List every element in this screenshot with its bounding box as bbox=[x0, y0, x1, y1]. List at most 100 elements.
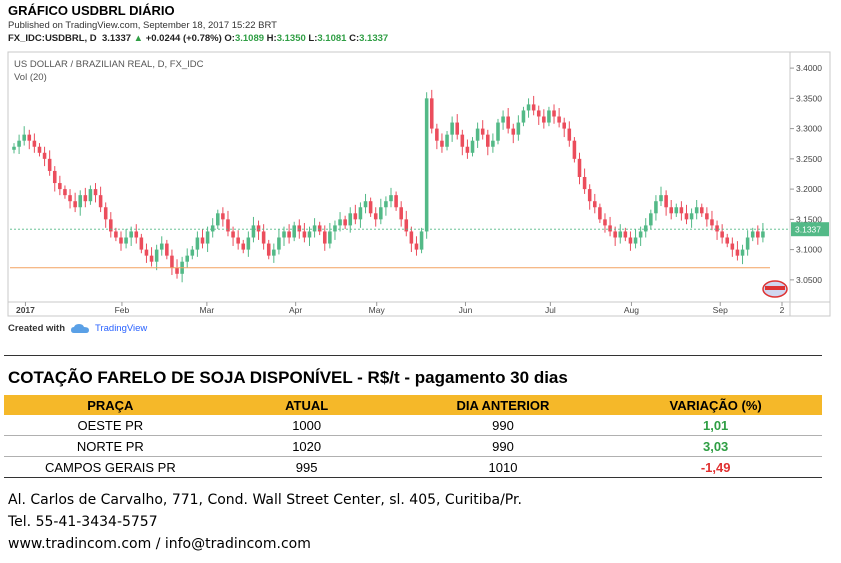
candle-body bbox=[78, 195, 83, 208]
candle-body bbox=[613, 231, 617, 238]
y-tick-label: 3.1000 bbox=[796, 245, 822, 255]
x-tick-label: Feb bbox=[115, 305, 130, 315]
candle-body bbox=[114, 231, 118, 238]
chart-frame bbox=[7, 51, 831, 317]
x-tick-label: Jun bbox=[459, 305, 473, 315]
candle-body bbox=[317, 225, 322, 232]
candle-body bbox=[256, 225, 261, 232]
x-tick-label: Sep bbox=[713, 305, 728, 315]
candle-body bbox=[699, 207, 704, 214]
y-tick-label: 3.1500 bbox=[796, 214, 822, 224]
tradingview-cloud-icon bbox=[71, 323, 90, 333]
candle-body bbox=[246, 237, 251, 250]
candle-body bbox=[287, 231, 291, 238]
price-table: PRAÇA ATUAL DIA ANTERIOR VARIAÇÃO (%) OE… bbox=[4, 395, 822, 478]
y-tick-label: 3.0500 bbox=[796, 275, 822, 285]
symbol: FX_IDC:USDBRL, D bbox=[8, 33, 97, 44]
candle-body bbox=[618, 231, 623, 238]
candle-body bbox=[756, 231, 760, 238]
high-value: 3.1350 bbox=[276, 33, 306, 44]
candle-body bbox=[516, 122, 521, 135]
candle-body bbox=[226, 219, 230, 232]
candle-body bbox=[491, 140, 495, 147]
candle-body bbox=[124, 237, 128, 244]
candle-body bbox=[460, 134, 465, 147]
candle-body bbox=[149, 255, 154, 262]
open-label: O: bbox=[224, 33, 235, 44]
candle-body bbox=[251, 225, 256, 238]
candle-body bbox=[531, 104, 536, 111]
cell-variacao: 1,01 bbox=[609, 415, 822, 436]
col-praca: PRAÇA bbox=[4, 395, 217, 415]
candle-body bbox=[394, 195, 398, 208]
candle-body bbox=[389, 195, 393, 202]
candle-body bbox=[68, 195, 72, 202]
price-chart: 3.4000 3.3500 3.3000 3.2500 3.2000 3.1500 3.10… bbox=[7, 51, 831, 317]
x-tick-label: Aug bbox=[624, 305, 639, 315]
candle-body bbox=[486, 134, 490, 147]
candle-body bbox=[480, 128, 485, 135]
candle-body bbox=[511, 128, 516, 135]
candle-body bbox=[175, 267, 179, 274]
x-tick-label: 2017 bbox=[16, 305, 35, 315]
table-title: COTAÇÃO FARELO DE SOJA DISPONÍVEL - R$/t… bbox=[8, 368, 568, 387]
candle-body bbox=[730, 243, 735, 250]
candle-body bbox=[450, 122, 454, 135]
candle-body bbox=[338, 219, 342, 226]
candle-body bbox=[37, 146, 42, 153]
candle-body bbox=[277, 237, 281, 250]
candle-body bbox=[17, 140, 21, 147]
candle-body bbox=[526, 104, 531, 111]
candle-body bbox=[134, 231, 139, 238]
candle-body bbox=[292, 225, 296, 238]
cell-praca: CAMPOS GERAIS PR bbox=[4, 456, 217, 478]
quote-line: FX_IDC:USDBRL, D 3.1337 ▲ +0.0244 (+0.78… bbox=[8, 33, 388, 44]
candle-body bbox=[689, 213, 694, 220]
candle-body bbox=[333, 225, 337, 232]
candle-body bbox=[419, 231, 424, 250]
candle-body bbox=[705, 213, 709, 220]
candle-body bbox=[185, 255, 189, 262]
candle-body bbox=[231, 231, 235, 238]
footer-web: www.tradincom.com / info@tradincom.com bbox=[8, 536, 311, 552]
cell-praca: OESTE PR bbox=[4, 415, 217, 436]
candle-body bbox=[715, 225, 719, 232]
candle-body bbox=[73, 201, 77, 208]
candle-body bbox=[58, 183, 62, 190]
last-price-label: 3.1337 bbox=[795, 225, 821, 235]
candle-body bbox=[88, 189, 93, 202]
candle-body bbox=[236, 237, 240, 244]
candle-body bbox=[465, 146, 470, 153]
candle-body bbox=[159, 243, 164, 250]
cell-variacao: 3,03 bbox=[609, 435, 822, 457]
candle-body bbox=[664, 195, 668, 208]
candle-body bbox=[598, 207, 602, 220]
candle-body bbox=[435, 128, 439, 141]
candle-body bbox=[384, 201, 388, 208]
high-label: H: bbox=[266, 33, 277, 44]
candle-body bbox=[261, 231, 266, 244]
candle-body bbox=[404, 219, 409, 232]
candle-body bbox=[577, 158, 582, 177]
candle-body bbox=[373, 213, 378, 220]
candle-body bbox=[42, 152, 47, 159]
candle-body bbox=[312, 225, 317, 232]
candle-body bbox=[628, 237, 633, 244]
tradingview-link[interactable]: TradingView bbox=[95, 323, 148, 334]
candle-body bbox=[363, 201, 368, 208]
y-tick-label: 3.3500 bbox=[796, 93, 822, 103]
last-price-badge bbox=[791, 222, 829, 237]
cell-atual: 995 bbox=[216, 456, 397, 478]
last-price: 3.1337 bbox=[101, 33, 132, 44]
candle-body bbox=[745, 237, 750, 250]
volume-label: Vol (20) bbox=[14, 72, 47, 83]
candle-body bbox=[322, 231, 327, 244]
candle-body bbox=[358, 207, 363, 220]
table-header: PRAÇA ATUAL DIA ANTERIOR VARIAÇÃO (%) bbox=[4, 395, 822, 415]
candle-body bbox=[119, 237, 123, 244]
candle-body bbox=[710, 219, 714, 226]
candle-body bbox=[205, 231, 210, 244]
candle-body bbox=[307, 231, 312, 238]
candle-body bbox=[165, 243, 169, 256]
table-row: OESTE PR 1000 990 1,01 bbox=[4, 415, 822, 436]
